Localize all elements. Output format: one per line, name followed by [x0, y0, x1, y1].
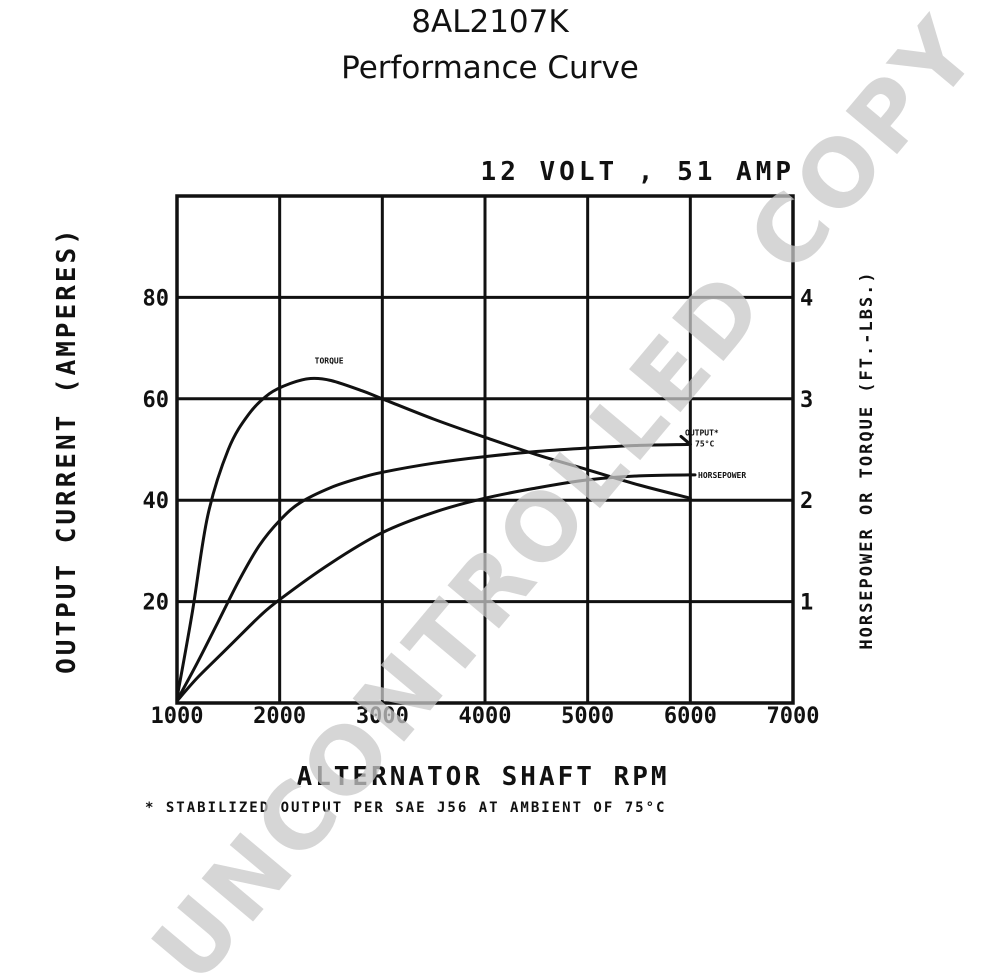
- x-axis-title: ALTERNATOR SHAFT RPM: [296, 762, 669, 792]
- data-curves: [175, 376, 692, 703]
- x-tick-label: 2000: [253, 704, 306, 729]
- chart-subtitle: 12 VOLT , 51 AMP: [481, 157, 795, 187]
- grid-lines: [175, 194, 795, 705]
- horsepower-label: HORSEPOWER: [698, 471, 746, 480]
- y-left-tick-label: 40: [143, 489, 170, 514]
- y-right-tick-label: 2: [800, 489, 813, 514]
- y-right-tick-label: 1: [800, 591, 813, 616]
- curve-labels: TORQUE OUTPUT* 75°C HORSEPOWER: [315, 357, 747, 480]
- y-right-tick-label: 4: [800, 286, 813, 311]
- output-curve: [175, 442, 692, 702]
- y-left-tick-label: 80: [143, 286, 170, 311]
- y-left-tick-label: 20: [143, 591, 170, 616]
- x-tick-label: 4000: [459, 704, 512, 729]
- y-left-tick-label: 60: [143, 388, 170, 413]
- output-temp-label: 75°C: [695, 439, 714, 448]
- chart-title: Performance Curve: [341, 50, 639, 86]
- y-right-tick-label: 3: [800, 388, 813, 413]
- horsepower-curve: [175, 473, 692, 703]
- tick-labels: 1000 2000 3000 4000 5000 6000 7000 20 40 60 80 1 2 3 4: [143, 286, 820, 729]
- x-tick-label: 5000: [561, 704, 614, 729]
- output-label: OUTPUT*: [685, 428, 719, 437]
- x-tick-label: 3000: [356, 704, 409, 729]
- x-tick-label: 7000: [767, 704, 820, 729]
- output-leader-line: [679, 434, 692, 446]
- x-tick-label: 1000: [151, 704, 204, 729]
- y-axis-right-title: HORSEPOWER OR TORQUE (FT.-LBS.): [857, 270, 877, 649]
- part-number-title: 8AL2107K: [411, 4, 569, 40]
- y-axis-left-title: OUTPUT CURRENT (AMPERES): [52, 226, 82, 674]
- torque-curve: [175, 376, 692, 700]
- footnote: * STABILIZED OUTPUT PER SAE J56 AT AMBIE…: [145, 800, 666, 816]
- x-tick-label: 6000: [664, 704, 717, 729]
- torque-label: TORQUE: [315, 357, 344, 366]
